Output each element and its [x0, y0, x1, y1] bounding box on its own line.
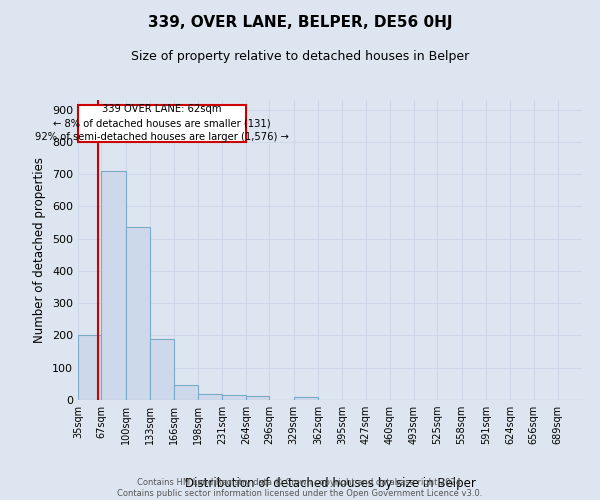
- Bar: [222, 395, 246, 400]
- Bar: [197, 394, 222, 400]
- Bar: [174, 385, 197, 400]
- Bar: [78, 336, 101, 400]
- Text: 339, OVER LANE, BELPER, DE56 0HJ: 339, OVER LANE, BELPER, DE56 0HJ: [148, 15, 452, 30]
- Bar: [246, 396, 269, 400]
- Bar: [125, 228, 150, 400]
- Text: Contains HM Land Registry data © Crown copyright and database right 2024.
Contai: Contains HM Land Registry data © Crown c…: [118, 478, 482, 498]
- Text: 339 OVER LANE: 62sqm
← 8% of detached houses are smaller (131)
92% of semi-detac: 339 OVER LANE: 62sqm ← 8% of detached ho…: [35, 104, 289, 142]
- FancyBboxPatch shape: [78, 105, 246, 142]
- Bar: [293, 397, 318, 400]
- Y-axis label: Number of detached properties: Number of detached properties: [34, 157, 46, 343]
- Bar: [101, 171, 125, 400]
- Text: Distribution of detached houses by size in Belper: Distribution of detached houses by size …: [185, 477, 475, 490]
- Bar: [150, 338, 174, 400]
- Text: Size of property relative to detached houses in Belper: Size of property relative to detached ho…: [131, 50, 469, 63]
